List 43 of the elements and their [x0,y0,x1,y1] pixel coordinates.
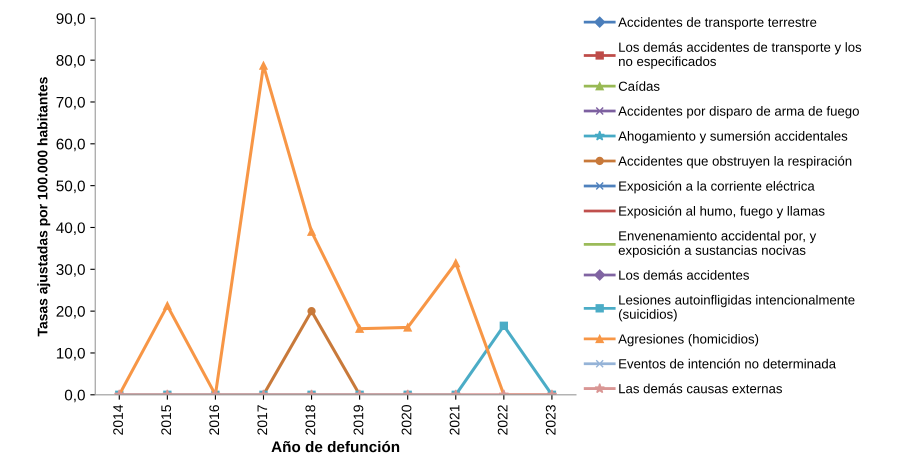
y-tick-label: 30,0 [56,264,85,277]
legend-label: Envenenamiento accidental por, y exposición a sustancias nocivas [618,230,816,258]
legend-label: Los demás accidentes [619,270,749,280]
y-tick-label: 10,0 [56,348,85,360]
x-tick-label: 2022 [498,405,508,435]
x-tick-label: 2023 [546,405,556,435]
legend-label: Exposición a la corriente eléctrica [619,180,815,194]
legend-label: Accidentes que obstruyen la respiración [618,156,852,168]
point [163,302,172,310]
point [307,306,316,316]
legend-label: Las demás causas externas [619,383,782,394]
x-tick-label: 2014 [113,404,123,435]
legend-label: Eventos de intención no determinada [619,358,836,368]
y-tick-label: 60,0 [56,138,85,152]
y-tick-label: 20,0 [56,306,85,319]
point [355,324,364,333]
legend-label: Accidentes de transporte terrestre [618,17,816,30]
legend-label: Los demás accidentes de transporte y los no especificados [619,42,862,69]
x-tick-label: 2015 [161,405,172,435]
x-tick-label: 2018 [305,405,316,435]
point [452,258,460,268]
point [500,322,508,330]
point [307,227,316,236]
y-tick-label: 70,0 [56,96,85,110]
x-tick-label: 2020 [402,405,412,435]
legend-label: Accidentes por disparo de arma de fuego [618,106,859,118]
x-tick-label: 2021 [450,405,460,435]
legend-label: Ahogamiento y sumersión accidentales [618,130,848,144]
x-tick-label: 2017 [257,405,268,435]
y-tick-label: 40,0 [56,222,85,235]
legend-label: Caídas [618,81,660,91]
y-tick-label: 80,0 [56,55,85,68]
y-axis-title: Tasas ajustadas por 100.000 habitantes [37,77,50,336]
x-tick-label: 2016 [209,405,220,435]
x-tick-label: 2019 [354,405,364,435]
y-tick-label: 0,0 [64,390,85,402]
legend-label: Lesiones autoinfligidas intencionalmente (suicidios) [618,294,855,322]
y-tick-label: 50,0 [56,180,85,194]
point [404,323,412,332]
x-axis-title: Año de defunción [271,440,400,452]
y-tick-label: 90,0 [56,13,85,26]
legend-label: Agresiones (homicidios) [618,334,758,346]
legend-label: Exposición al humo, fuego y llamas [619,206,825,218]
